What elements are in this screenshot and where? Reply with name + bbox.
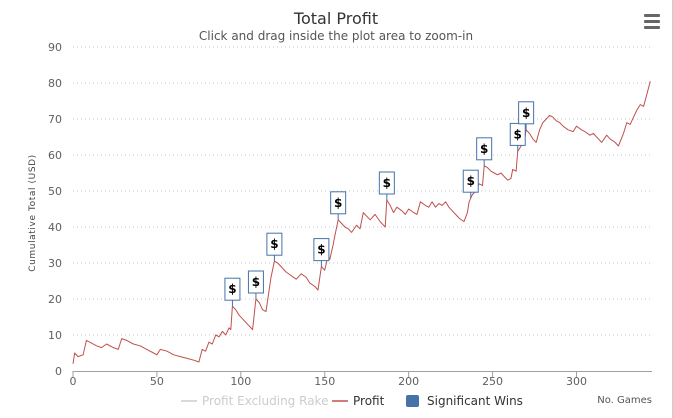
significant-win-flag[interactable]: $: [462, 169, 479, 199]
flag-box: [224, 277, 241, 301]
x-tick-label: 0: [70, 375, 77, 388]
significant-win-flag[interactable]: $: [266, 232, 283, 262]
y-axis-tick-labels: 0 10 20 30 40 50 60 70 80 90: [48, 41, 62, 378]
significant-win-flag[interactable]: $: [378, 171, 395, 200]
y-axis-title: Cumulative Total (USD): [28, 154, 38, 272]
y-tick-label: 60: [48, 149, 62, 162]
legend-item[interactable]: Profit Excluding Rake: [181, 394, 328, 408]
x-axis: 0 50 100 150 200 250 300: [70, 371, 652, 388]
legend-label: Significant Wins: [427, 394, 523, 408]
flag-box: [313, 238, 330, 262]
y-tick-label: 80: [48, 77, 62, 90]
significant-win-flag[interactable]: $: [330, 191, 347, 220]
grid-layer: [73, 46, 652, 336]
flag-box: [330, 191, 347, 215]
legend: Profit Excluding Rake Profit Significant W…: [181, 394, 523, 408]
legend-label: Profit Excluding Rake: [202, 394, 328, 408]
y-tick-label: 30: [48, 257, 62, 270]
flag-label: $: [514, 127, 522, 141]
x-axis-title: No. Games: [597, 395, 652, 406]
hamburger-icon: [644, 14, 660, 29]
significant-win-flag[interactable]: $: [509, 122, 526, 152]
flags-layer: $$$ $$$ $$$$: [224, 101, 535, 307]
significant-win-flag[interactable]: $: [518, 101, 535, 130]
flag-box: [462, 169, 479, 193]
flag-label: $: [228, 282, 236, 296]
flag-label: $: [334, 196, 342, 210]
chart-title: Total Profit: [293, 9, 378, 28]
y-tick-label: 40: [48, 221, 62, 234]
significant-win-flag[interactable]: $: [313, 238, 330, 267]
chart-subtitle: Click and drag inside the plot area to z…: [199, 29, 473, 43]
y-tick-label: 20: [48, 293, 62, 306]
profit-line: [72, 81, 651, 364]
flag-box: [518, 101, 535, 125]
flag-label: $: [480, 142, 488, 156]
x-tick-label: 50: [150, 375, 164, 388]
legend-item[interactable]: Significant Wins: [406, 394, 523, 408]
flag-box: [476, 137, 493, 161]
y-tick-label: 70: [48, 113, 62, 126]
flag-box: [378, 171, 395, 195]
x-tick-label: 250: [482, 375, 503, 388]
y-tick-label: 90: [48, 41, 62, 54]
legend-item[interactable]: Profit: [332, 394, 385, 408]
x-tick-label: 100: [230, 375, 251, 388]
legend-label: Profit: [353, 394, 385, 408]
series-layer: [72, 81, 651, 364]
significant-win-flag[interactable]: $: [476, 137, 493, 166]
flag-label: $: [317, 243, 325, 257]
flag-label: $: [270, 237, 278, 251]
y-tick-label: 50: [48, 185, 62, 198]
flag-box: [266, 232, 283, 256]
flag-label: $: [383, 176, 391, 190]
chart-menu-button[interactable]: [638, 8, 666, 34]
significant-win-flag[interactable]: $: [247, 270, 264, 299]
significant-win-flag[interactable]: $: [224, 277, 241, 307]
x-tick-label: 300: [566, 375, 587, 388]
flag-label: $: [522, 106, 530, 120]
x-tick-label: 200: [398, 375, 419, 388]
y-tick-label: 10: [48, 329, 62, 342]
flag-label: $: [252, 275, 260, 289]
flag-box: [509, 122, 526, 146]
flag-box: [247, 270, 264, 294]
flag-label: $: [467, 174, 475, 188]
legend-symbol: [406, 395, 419, 407]
y-tick-label: 0: [55, 365, 62, 378]
x-tick-label: 150: [314, 375, 335, 388]
